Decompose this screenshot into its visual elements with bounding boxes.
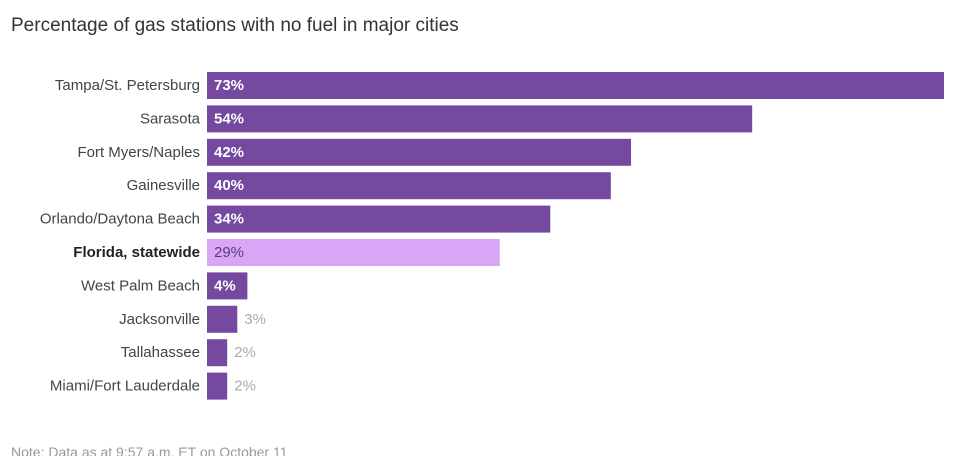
category-label-florida-statewide: Florida, statewide — [73, 244, 200, 261]
value-label-west-palm-beach: 4% — [214, 277, 236, 294]
value-label-tallahassee: 2% — [234, 344, 256, 361]
value-label-miami-fort-lauderdale: 2% — [234, 378, 256, 395]
category-label-jacksonville: Jacksonville — [119, 311, 200, 328]
chart-title: Percentage of gas stations with no fuel … — [11, 15, 459, 36]
bar-gainesville — [207, 172, 611, 200]
bar-miami-fort-lauderdale — [207, 372, 228, 400]
category-label-tampa-st-petersburg: Tampa/St. Petersburg — [55, 77, 200, 94]
value-label-gainesville: 40% — [214, 177, 244, 194]
bar-sarasota — [207, 105, 753, 133]
value-label-florida-statewide: 29% — [214, 244, 244, 261]
bar-jacksonville — [207, 305, 238, 333]
category-label-sarasota: Sarasota — [140, 110, 201, 127]
bar-west-palm-beach — [207, 272, 248, 300]
value-label-orlando-daytona-beach: 34% — [214, 211, 244, 228]
value-label-jacksonville: 3% — [244, 311, 266, 328]
value-label-fort-myers-naples: 42% — [214, 144, 244, 161]
category-label-gainesville: Gainesville — [127, 177, 200, 194]
category-label-fort-myers-naples: Fort Myers/Naples — [77, 144, 200, 161]
bar-tallahassee — [207, 339, 228, 367]
bar-fort-myers-naples — [207, 138, 632, 166]
bar-tampa-st-petersburg — [207, 72, 944, 99]
category-label-orlando-daytona-beach: Orlando/Daytona Beach — [40, 211, 200, 228]
bar-florida-statewide — [207, 239, 500, 266]
chart-note: Note: Data as at 9:57 a.m. ET on October… — [11, 444, 288, 456]
value-label-tampa-st-petersburg: 73% — [214, 77, 244, 94]
value-label-sarasota: 54% — [214, 110, 244, 127]
bar-orlando-daytona-beach — [207, 205, 551, 233]
category-label-tallahassee: Tallahassee — [121, 344, 200, 361]
category-label-west-palm-beach: West Palm Beach — [81, 277, 200, 294]
category-label-miami-fort-lauderdale: Miami/Fort Lauderdale — [50, 378, 200, 395]
